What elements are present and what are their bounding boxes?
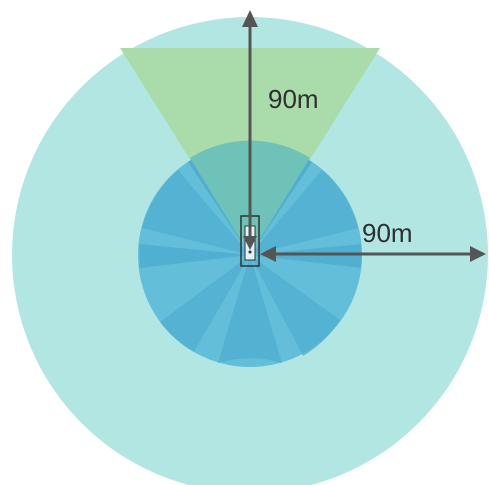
side-range-label: 90m [362, 218, 413, 248]
wedge-right [250, 244, 362, 268]
wedge-left [139, 244, 250, 268]
wedge-rear [218, 255, 282, 363]
wedge-rear-right [250, 255, 340, 356]
forward-arrow-tail-head [243, 236, 257, 250]
vehicle-center-dot [248, 250, 252, 254]
wedge-front-right [250, 170, 358, 255]
side-range-arrow [260, 246, 486, 262]
forward-range-arrow [242, 10, 258, 250]
wedge-rear-left [160, 255, 250, 352]
side-arrow-head [470, 246, 486, 262]
wedge-front-left [142, 170, 250, 255]
forward-range-label: 90m [268, 84, 319, 114]
side-arrow-tail-head [260, 246, 276, 262]
forward-arrow-head [242, 10, 258, 27]
